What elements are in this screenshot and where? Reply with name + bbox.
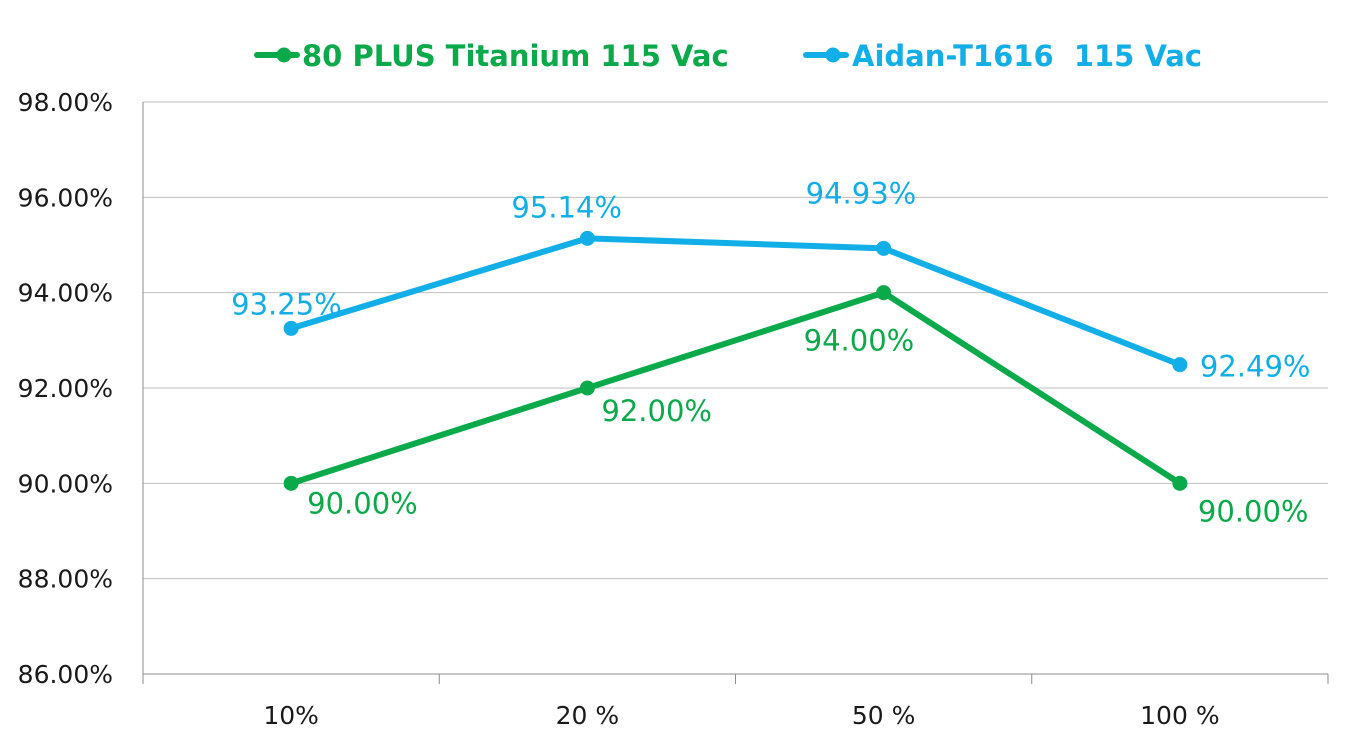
x-tick-label: 50 %	[852, 701, 916, 730]
series-line-1	[288, 289, 1183, 487]
y-tick-label: 88.00%	[18, 565, 113, 594]
series-line-2	[288, 235, 1183, 368]
data-point	[283, 320, 299, 336]
data-label: 94.00%	[804, 324, 915, 358]
legend-label: 80 PLUS Titanium 115 Vac	[302, 39, 729, 73]
data-point	[283, 475, 299, 491]
y-tick-label: 92.00%	[18, 374, 113, 403]
x-tick-label: 100 %	[1140, 701, 1219, 730]
y-tick-label: 86.00%	[18, 660, 113, 689]
legend: 80 PLUS Titanium 115 Vac Aidan-T1616 115 …	[254, 39, 1202, 73]
legend-marker	[825, 47, 841, 63]
data-point	[579, 230, 595, 246]
data-point	[876, 240, 892, 256]
data-point	[1172, 475, 1188, 491]
legend-marker	[276, 47, 292, 63]
axis-layer: 86.00% 88.00% 90.00% 92.00% 94.00% 96.00% 98.0…	[18, 88, 1329, 730]
data-label-layer: 90.00% 92.00% 94.00% 90.00% 93.25% 95.14% 94.9…	[231, 176, 1310, 528]
data-label: 95.14%	[511, 190, 622, 224]
data-point	[1172, 357, 1188, 373]
x-tick-label: 10%	[263, 701, 319, 730]
legend-item-2: Aidan-T1616 115 Vac	[803, 39, 1202, 73]
x-tick-label: 20 %	[556, 701, 620, 730]
y-tick-label: 94.00%	[18, 279, 113, 308]
y-tick-label: 98.00%	[18, 88, 113, 117]
data-label: 92.49%	[1200, 350, 1311, 384]
data-label: 93.25%	[231, 287, 342, 321]
legend-item-1: 80 PLUS Titanium 115 Vac	[254, 39, 729, 73]
data-point	[579, 380, 595, 396]
legend-label: Aidan-T1616 115 Vac	[852, 39, 1202, 73]
data-label: 92.00%	[601, 394, 712, 428]
data-label: 90.00%	[1198, 494, 1309, 528]
grid-layer	[143, 101, 1328, 675]
data-point	[876, 285, 892, 301]
series-layer	[283, 230, 1188, 491]
data-label: 90.00%	[307, 486, 418, 520]
y-tick-label: 96.00%	[18, 183, 113, 212]
y-tick-label: 90.00%	[18, 469, 113, 498]
data-label: 94.93%	[806, 176, 917, 210]
